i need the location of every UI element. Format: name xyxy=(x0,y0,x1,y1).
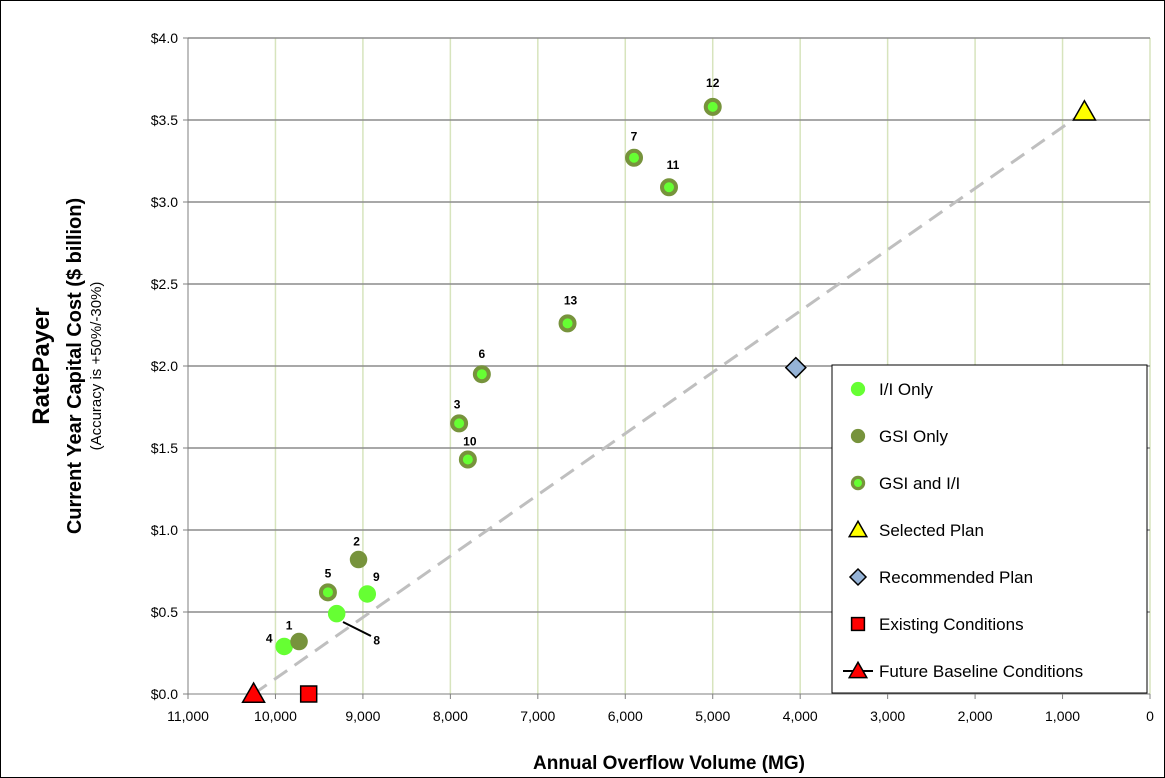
x-tick-label: 10,000 xyxy=(254,708,297,724)
point-label-12: 12 xyxy=(706,76,720,90)
x-tick-label: 6,000 xyxy=(608,708,643,724)
point-label-6: 6 xyxy=(479,347,486,361)
x-tick-label: 2,000 xyxy=(958,708,993,724)
data-point-11 xyxy=(660,178,678,197)
point-8-leader-line xyxy=(342,621,372,637)
y-tick-label: $1.5 xyxy=(151,440,178,456)
y-tick-label: $2.0 xyxy=(151,358,178,374)
y-tick-label: $0.5 xyxy=(151,604,178,620)
point-label-7: 7 xyxy=(631,130,638,144)
legend-label-gsi-and-i-i: GSI and I/I xyxy=(879,474,960,493)
y-tick-label: $2.5 xyxy=(151,276,178,292)
point-label-13: 13 xyxy=(564,293,578,307)
data-point-7 xyxy=(625,148,644,167)
x-tick-label: 11,000 xyxy=(167,708,209,724)
y-tick-label: $0.0 xyxy=(151,686,178,702)
y-tick-label: $1.0 xyxy=(151,522,178,538)
trend-line xyxy=(252,110,1086,696)
x-tick-label: 8,000 xyxy=(433,708,468,724)
data-point-12 xyxy=(703,97,722,116)
legend-label-future-baseline-conditions: Future Baseline Conditions xyxy=(879,662,1083,681)
legend-label-gsi-only: GSI Only xyxy=(879,427,948,446)
y-tick-label: $3.5 xyxy=(151,112,178,128)
point-label-8: 8 xyxy=(373,634,380,648)
legend-marker-gsi-and-i-i xyxy=(850,475,866,491)
legend: I/I Only GSI Only GSI and I/I Selected Plan… xyxy=(831,364,1148,694)
data-point-future-baseline-conditions xyxy=(241,681,266,703)
data-point-6 xyxy=(472,365,491,384)
point-label-4: 4 xyxy=(266,631,273,645)
data-point-1 xyxy=(290,632,308,651)
legend-label-i-i-only: I/I Only xyxy=(879,380,933,399)
data-point-3 xyxy=(450,414,469,433)
y-axis-title-main: RatePayer xyxy=(28,307,55,424)
x-tick-label: 7,000 xyxy=(520,708,555,724)
x-tick-labels: 11,000 10,000 9,000 8,000 7,000 6,000 5,000 4,0… xyxy=(167,708,1154,724)
legend-marker-existing-conditions xyxy=(850,616,866,632)
legend-label-recommended-plan: Recommended Plan xyxy=(879,568,1033,587)
point-label-2: 2 xyxy=(353,535,360,549)
data-point-13 xyxy=(558,314,577,333)
point-label-10: 10 xyxy=(463,434,477,448)
point-label-3: 3 xyxy=(454,397,461,411)
data-point-2 xyxy=(349,550,368,569)
y-axis-note: (Accuracy is +50%/-30%) xyxy=(88,282,105,451)
x-tick-label: 5,000 xyxy=(695,708,730,724)
y-tick-labels: $0.0 $0.5 $1.0 $1.5 $2.0 $2.5 $3.0 $3.5 $4.0 xyxy=(151,30,178,702)
legend-label-selected-plan: Selected Plan xyxy=(879,521,984,540)
data-point-8 xyxy=(327,604,346,623)
data-point-9 xyxy=(358,585,377,603)
point-label-11: 11 xyxy=(667,158,680,172)
legend-marker-selected-plan xyxy=(847,519,869,538)
legend-marker-future-baseline-conditions xyxy=(847,660,869,679)
data-point-recommended-plan xyxy=(784,356,807,379)
x-tick-label: 9,000 xyxy=(345,708,380,724)
legend-marker-i-i-only xyxy=(850,381,866,397)
legend-box xyxy=(831,364,1148,694)
x-tick-label: 4,000 xyxy=(783,708,818,724)
x-axis-title: Annual Overflow Volume (MG) xyxy=(533,753,805,774)
data-point-4 xyxy=(275,637,293,656)
data-point-existing-conditions xyxy=(299,685,318,703)
x-tick-label: 3,000 xyxy=(870,708,905,724)
point-label-9: 9 xyxy=(373,570,380,584)
y-tick-label: $3.0 xyxy=(151,194,178,210)
legend-marker-recommended-plan xyxy=(848,567,868,587)
point-label-5: 5 xyxy=(325,566,332,580)
legend-marker-gsi-only xyxy=(850,428,866,444)
y-axis-title: Current Year Capital Cost ($ billion) xyxy=(64,198,86,534)
data-point-5 xyxy=(318,583,337,602)
x-tick-label: 0 xyxy=(1146,708,1154,724)
x-tick-label: 1,000 xyxy=(1045,708,1080,724)
point-label-1: 1 xyxy=(286,619,293,633)
y-tick-label: $4.0 xyxy=(151,30,178,46)
data-point-selected-plan xyxy=(1072,99,1097,121)
legend-label-existing-conditions: Existing Conditions xyxy=(879,615,1024,634)
data-point-10 xyxy=(458,450,477,469)
